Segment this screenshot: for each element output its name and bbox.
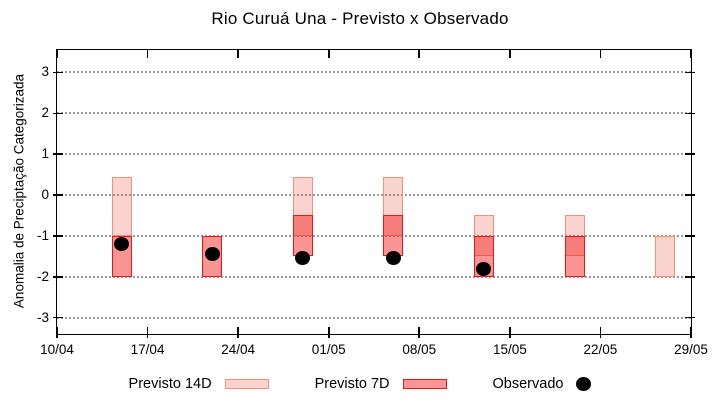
- y-tick-left: [53, 112, 63, 115]
- x-tick-top: [509, 50, 511, 58]
- x-tick-top: [418, 50, 421, 58]
- y-tick-right: [685, 71, 695, 74]
- y-tick-left: [53, 316, 63, 319]
- plot-area: 3 2 1 0 -1 -2 -3 10/04 17/04 24/04 01/05 08/05 15/05…: [37, 49, 708, 357]
- y-tick-label: 3: [41, 64, 49, 80]
- legend-label-observado: Observado: [492, 376, 564, 392]
- observado-point-29/04: [295, 251, 311, 266]
- x-tick-bottom: [690, 327, 692, 338]
- x-tick-bottom: [509, 327, 511, 338]
- y-tick-label: 1: [41, 146, 49, 162]
- x-tick-top: [327, 50, 330, 58]
- legend-label-previsto-7d: Previsto 7D: [314, 376, 390, 392]
- x-tick-top: [237, 50, 239, 58]
- legend: Previsto 14D Previsto 7D Observado: [0, 376, 720, 392]
- x-tick-label: 08/05: [402, 342, 437, 357]
- box-previsto-14d-20/05: [564, 215, 585, 257]
- observado-point-06/05: [385, 251, 401, 266]
- legend-entry-observado: Observado: [493, 376, 592, 392]
- chart-title: Rio Curuá Una - Previsto x Observado: [211, 9, 509, 28]
- y-tick-right: [685, 275, 695, 278]
- gridline-y-0: [57, 194, 691, 197]
- x-tick-bottom: [418, 327, 421, 338]
- x-tick-bottom: [146, 327, 149, 338]
- gridline-y-2: [57, 112, 691, 115]
- y-tick-left: [53, 235, 63, 237]
- legend-swatch-previsto-7d: [402, 379, 447, 389]
- observado-point-22/04: [204, 247, 220, 262]
- gridline-y-1: [57, 153, 691, 156]
- x-tick-top: [690, 50, 692, 58]
- y-tick-left: [53, 194, 63, 196]
- x-tick-label: 22/05: [583, 342, 618, 357]
- x-tick-bottom: [237, 327, 239, 338]
- legend-label-previsto-14d: Previsto 14D: [128, 376, 212, 392]
- x-tick-label: 29/05: [674, 342, 708, 357]
- x-tick-bottom: [327, 327, 330, 338]
- y-tick-right: [685, 316, 695, 319]
- x-tick-bottom: [56, 327, 58, 338]
- y-tick-label: 2: [41, 105, 49, 121]
- y-tick-right: [685, 153, 695, 155]
- gridline-y--2: [57, 275, 691, 278]
- gridline-y-3: [57, 71, 691, 74]
- box-previsto-14d-27/05: [655, 235, 676, 277]
- box-previsto-14d-13/05: [473, 215, 494, 257]
- x-tick-label: 10/04: [40, 342, 74, 357]
- x-tick-label: 24/04: [221, 342, 256, 357]
- y-tick-left: [53, 71, 63, 74]
- box-previsto-14d-15/04: [111, 176, 132, 236]
- box-previsto-14d-06/05: [383, 176, 404, 236]
- x-tick-label: 01/05: [311, 342, 346, 357]
- box-previsto-14d-29/04: [292, 176, 313, 236]
- x-tick-top: [599, 50, 602, 58]
- y-tick-right: [685, 112, 695, 115]
- x-tick-top: [56, 50, 58, 58]
- box-previsto-7d-20/05: [564, 235, 585, 277]
- y-tick-right: [685, 194, 695, 196]
- x-tick-label: 17/04: [130, 342, 165, 357]
- y-tick-label: -1: [36, 227, 49, 243]
- legend-entry-previsto-7d: Previsto 7D: [315, 376, 447, 392]
- y-tick-left: [53, 153, 63, 155]
- box-previsto-7d-29/04: [292, 215, 313, 257]
- y-tick-right: [685, 235, 695, 237]
- legend-entry-previsto-14d: Previsto 14D: [129, 376, 269, 392]
- gridline-y--3: [57, 316, 691, 319]
- legend-marker-observado-icon: [576, 377, 592, 391]
- box-previsto-7d-06/05: [383, 215, 404, 257]
- y-tick-label: 0: [41, 187, 49, 203]
- legend-swatch-previsto-14d: [224, 379, 269, 389]
- y-tick-left: [53, 275, 63, 278]
- observado-point-15/04: [114, 237, 130, 252]
- x-tick-bottom: [599, 327, 602, 338]
- gridline-y--1: [57, 234, 691, 237]
- x-tick-top: [146, 50, 149, 58]
- x-tick-label: 15/05: [492, 342, 527, 357]
- y-tick-label: -3: [36, 309, 49, 325]
- y-tick-label: -2: [36, 268, 49, 284]
- observado-point-13/05: [476, 261, 492, 276]
